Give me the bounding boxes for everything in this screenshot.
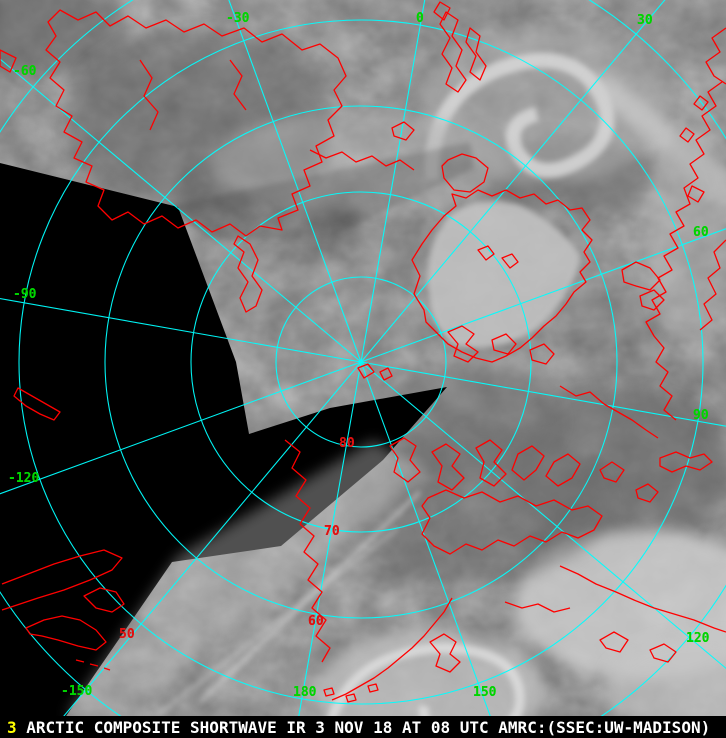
coast-aleutians — [323, 683, 379, 703]
channel-number: 3 — [7, 717, 17, 737]
coast-siberia — [284, 363, 393, 663]
coast-fjords — [139, 59, 247, 131]
lon-label-180: 180 — [293, 685, 317, 700]
coast-crescent-island — [13, 387, 61, 421]
coast-baffin — [421, 489, 603, 555]
coast-franz-josef — [477, 245, 519, 269]
coast-alaska-islands — [599, 631, 677, 663]
coast-iceland — [441, 153, 489, 193]
lon-label-minus60: -60 — [13, 64, 37, 79]
coast-murmansk — [309, 121, 415, 171]
latitude-circle-60 — [104, 105, 618, 619]
status-bar-separator — [17, 718, 27, 737]
lon-label-minus90: -90 — [13, 287, 37, 302]
coast-canadian-archipelago — [389, 437, 581, 491]
lat-label-70: 70 — [324, 524, 340, 539]
lat-label-80: 80 — [339, 436, 355, 451]
coast-severnaya — [599, 451, 713, 503]
lat-label-50: 50 — [119, 627, 135, 642]
coast-novaya-zemlya — [233, 235, 263, 313]
lon-label-150: 150 — [473, 685, 497, 700]
lon-label-120: 120 — [686, 631, 710, 646]
status-bar: 3 ARCTIC COMPOSITE SHORTWAVE IR 3 NOV 18… — [0, 716, 726, 738]
latitude-circle-80 — [275, 276, 447, 448]
coastlines — [0, 1, 726, 703]
coast-arctic-islands-north — [447, 325, 555, 365]
lon-label-minus30: -30 — [226, 11, 250, 26]
coast-scandinavia — [45, 9, 347, 237]
coast-uk-fragment — [0, 49, 17, 73]
lon-label-minus120: -120 — [8, 471, 40, 486]
coast-alaska-peninsula — [331, 597, 461, 701]
lon-label-30: 30 — [637, 13, 653, 28]
lon-label-60: 60 — [693, 225, 709, 240]
latitude-circle-70 — [190, 191, 532, 533]
status-bar-text: ARCTIC COMPOSITE SHORTWAVE IR 3 NOV 18 A… — [26, 717, 711, 737]
lon-label-90: 90 — [693, 408, 709, 423]
coast-norway — [645, 81, 723, 421]
lon-label-minus150: -150 — [61, 684, 93, 699]
coast-greenland — [411, 189, 593, 363]
coast-hokkaido — [83, 587, 125, 613]
coast-mainland-east — [504, 385, 726, 633]
coast-kamchatka — [25, 615, 107, 651]
coast-norway-islands — [621, 95, 726, 331]
coast-svalbard — [433, 1, 487, 93]
latitude-circle-50 — [18, 19, 704, 705]
lon-label-0: 0 — [416, 11, 424, 26]
coast-topright-corner — [705, 27, 726, 85]
coast-sakhalin — [1, 549, 123, 611]
lat-label-60: 60 — [308, 614, 324, 629]
coast-kurils — [75, 659, 111, 671]
